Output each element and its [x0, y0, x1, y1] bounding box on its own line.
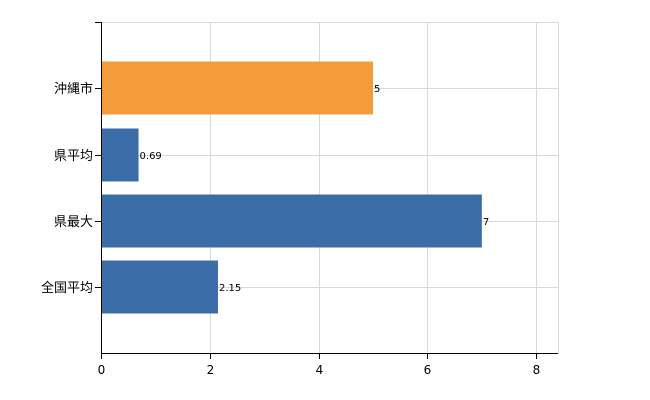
data-label: 7: [483, 217, 489, 228]
x-tick-label: 2: [207, 363, 215, 377]
data-label: 5: [374, 84, 380, 95]
y-tick-label: 全国平均: [41, 280, 93, 296]
bar-沖縄市: [101, 61, 374, 115]
y-tick-label: 沖縄市: [54, 81, 93, 97]
data-label: 2.15: [219, 283, 241, 294]
y-tick-label: 県最大: [54, 215, 93, 230]
bars: [101, 61, 482, 314]
axes: [95, 22, 558, 359]
bar-県最大: [101, 194, 482, 248]
x-tick-label: 4: [316, 363, 324, 377]
x-tick-label: 6: [424, 363, 432, 377]
x-tick-label: 0: [98, 363, 106, 377]
bar-県平均: [101, 128, 139, 182]
bar-全国平均: [101, 260, 218, 314]
data-label: 0.69: [140, 151, 162, 162]
y-tick-label: 県平均: [54, 149, 93, 164]
x-tick-label: 8: [533, 363, 541, 377]
